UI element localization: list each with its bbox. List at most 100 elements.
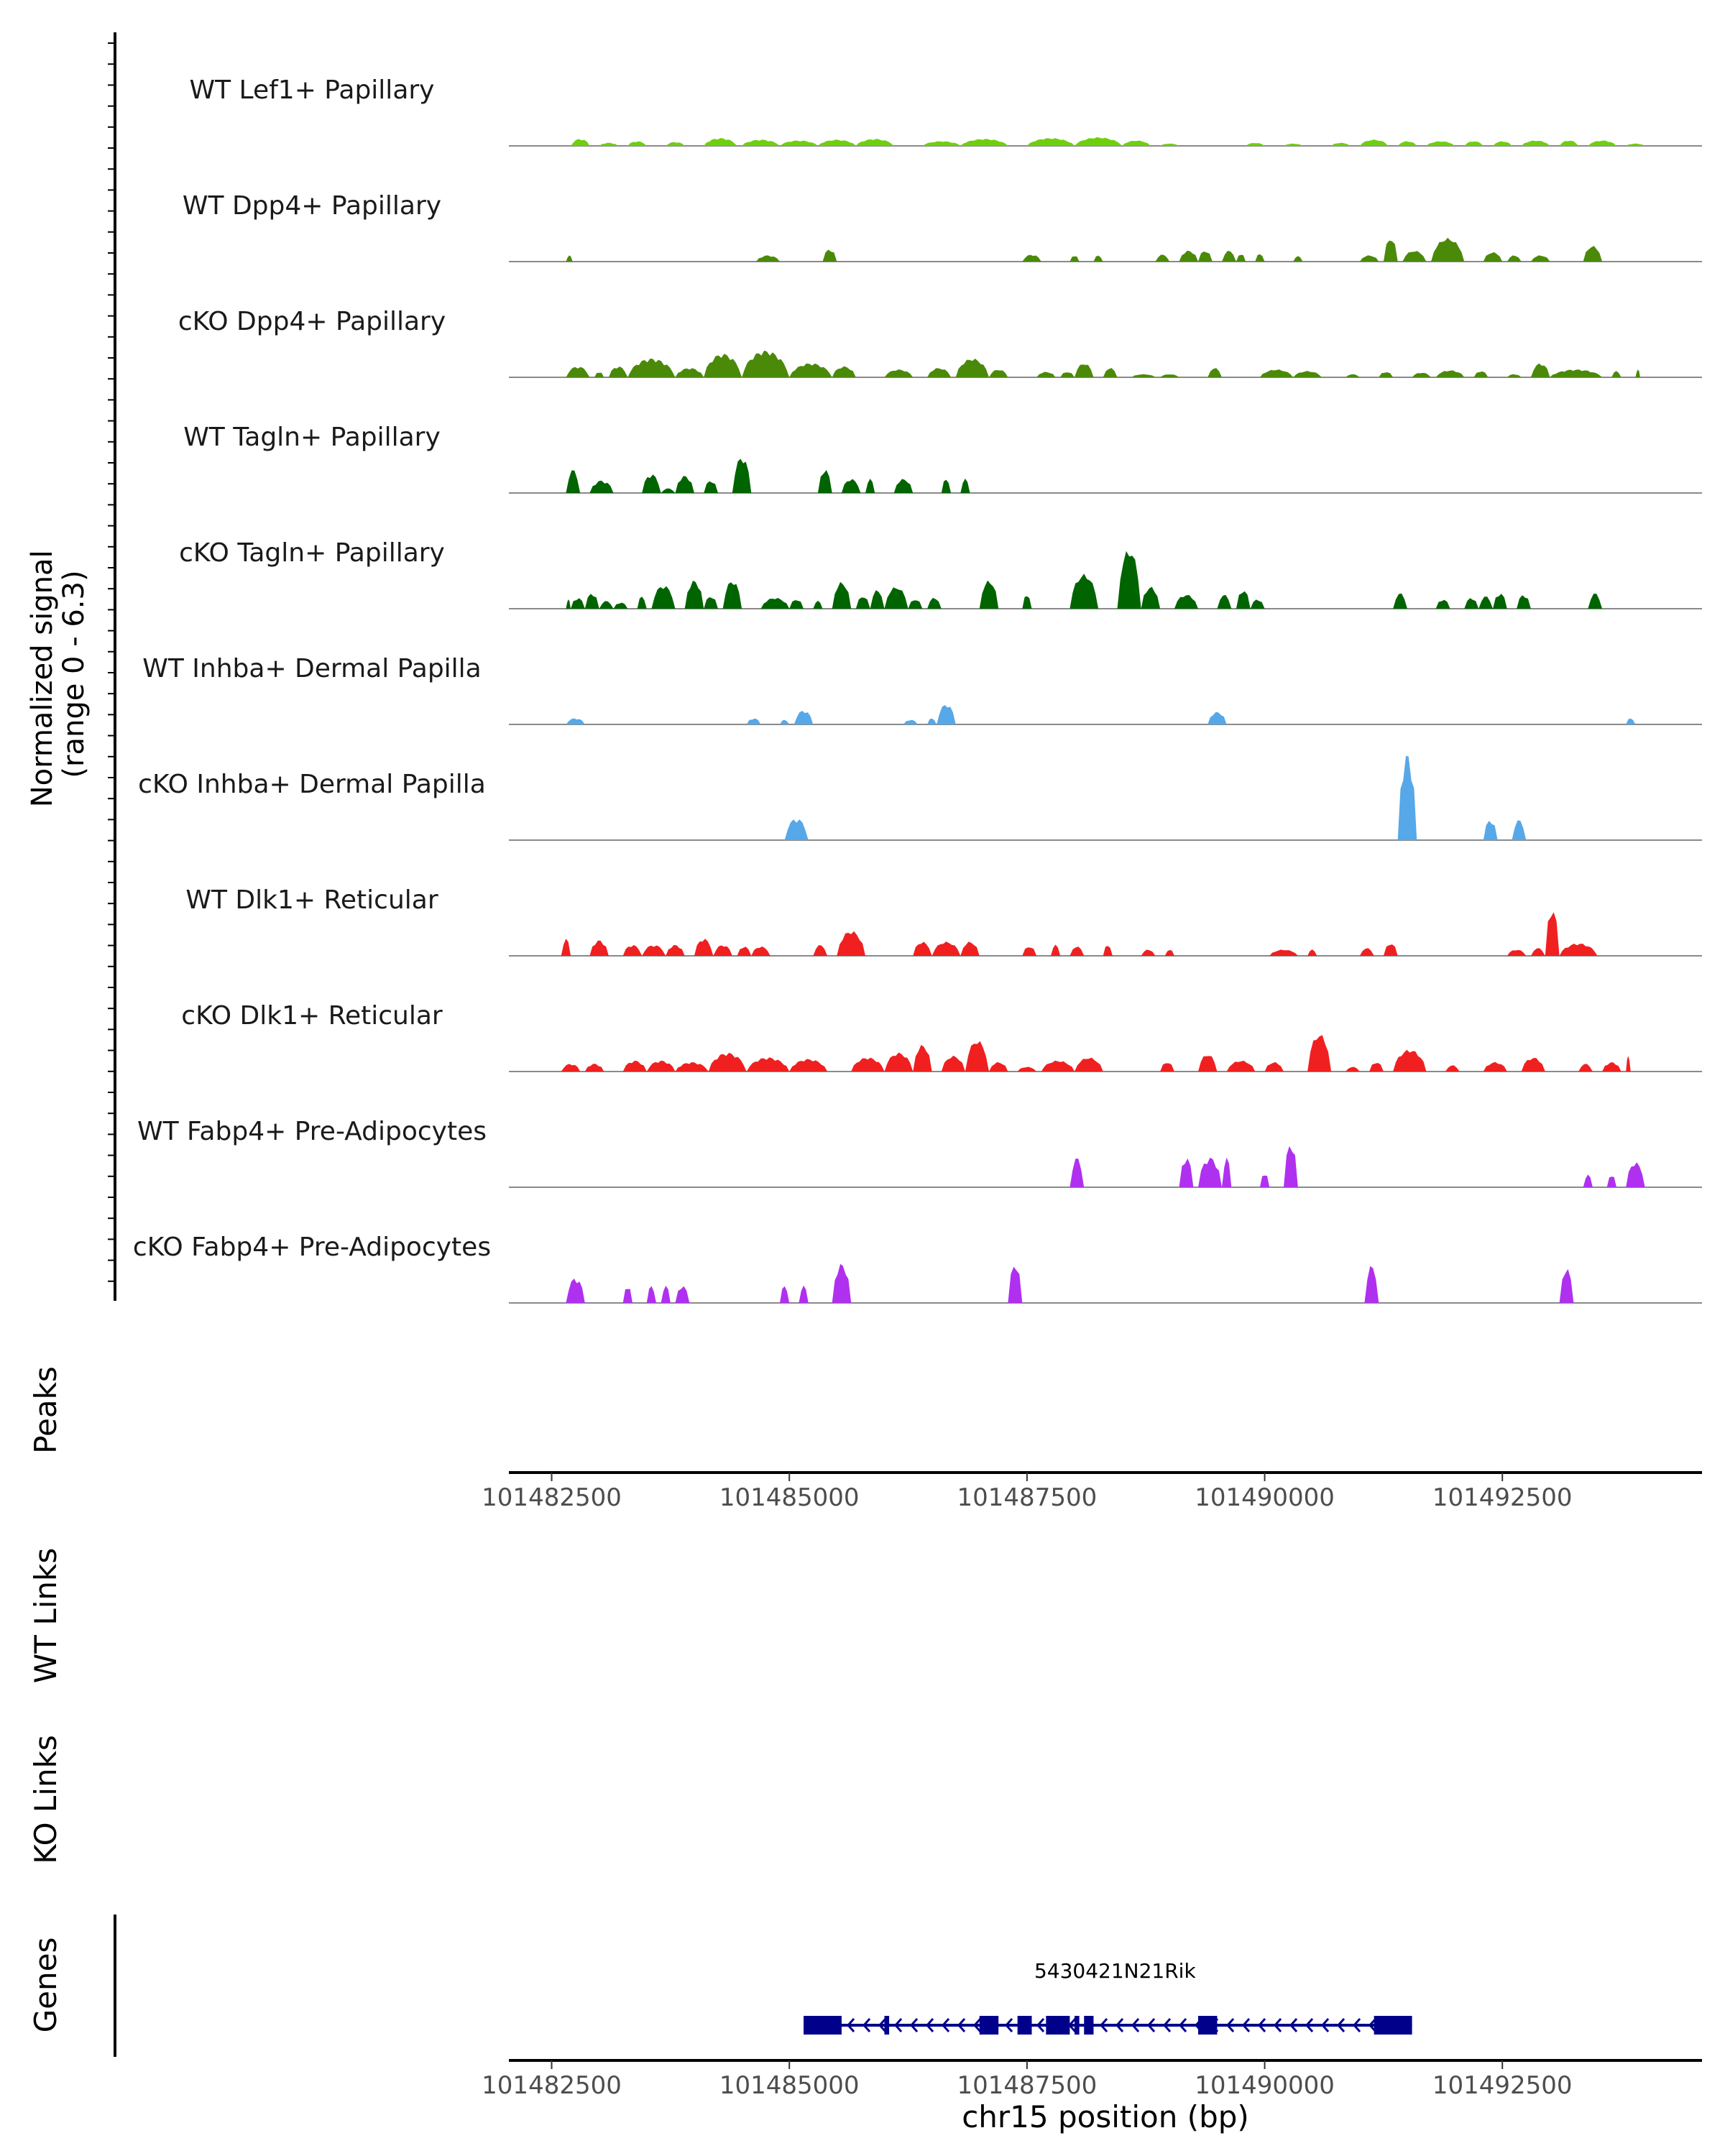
signal-peak <box>584 594 599 609</box>
signal-peak <box>1369 1063 1384 1072</box>
x-tick-label: 101490000 <box>1195 2071 1335 2100</box>
signal-peak <box>1611 371 1622 377</box>
signal-peak <box>1626 1162 1645 1187</box>
signal-peak <box>1246 143 1265 146</box>
signal-peak <box>594 372 604 377</box>
signal-peak <box>589 480 614 493</box>
track-label: WT Dpp4+ Papillary <box>183 191 441 221</box>
signal-peak <box>1208 711 1227 724</box>
signal-peak <box>704 354 742 377</box>
track-label: WT Tagln+ Papillary <box>183 423 441 452</box>
gene-exon <box>1017 2016 1032 2035</box>
track-label: cKO Tagln+ Papillary <box>179 538 445 568</box>
signal-peak <box>813 600 823 609</box>
signal-peak <box>561 1064 581 1072</box>
signal-peak <box>1179 1158 1194 1187</box>
signal-peak <box>1478 596 1493 609</box>
strand-arrow <box>878 2018 887 2032</box>
signal-peak <box>813 945 828 956</box>
signal-peak <box>1521 1058 1545 1072</box>
signal-peak <box>1473 371 1489 377</box>
signal-peak <box>1259 369 1294 377</box>
track-cko-dpp4-papillary: cKO Dpp4+ Papillary <box>178 307 1702 378</box>
signal-peak <box>1412 372 1431 377</box>
x-tick-label: 101482500 <box>482 1483 622 1512</box>
track-cko-inhba-dermal-papilla: cKO Inhba+ Dermal Papilla <box>138 755 1702 841</box>
signal-peak <box>651 586 676 609</box>
signal-peak <box>1174 595 1198 609</box>
signal-peak <box>979 580 999 609</box>
signal-peak <box>661 1286 671 1303</box>
coverage-y-ticks <box>108 42 115 1282</box>
signal-peak <box>1255 254 1265 262</box>
strand-arrow <box>1258 2018 1266 2032</box>
track-label: WT Lef1+ Papillary <box>190 75 435 105</box>
signal-peak <box>1379 372 1394 377</box>
signal-peak <box>722 582 742 609</box>
strand-arrow <box>1005 2018 1013 2032</box>
signal-peak <box>832 1263 852 1303</box>
signal-peak <box>1269 949 1298 956</box>
signal-peak <box>1017 1067 1037 1072</box>
signal-peak <box>1160 374 1179 377</box>
signal-peak <box>1397 141 1417 146</box>
signal-peak <box>1626 1056 1631 1072</box>
strand-arrow <box>926 2018 934 2032</box>
strand-arrow <box>1036 2018 1045 2032</box>
signal-peak <box>837 931 865 956</box>
gene-exon <box>804 2016 842 2035</box>
x-tick-label: 101490000 <box>1195 1483 1335 1512</box>
strand-arrow <box>1163 2018 1172 2032</box>
signal-peak <box>1208 368 1222 377</box>
signal-peak <box>1483 821 1498 840</box>
signal-peak <box>780 140 818 146</box>
signal-peak <box>1284 143 1303 146</box>
signal-peak <box>927 368 952 377</box>
signal-peak <box>1583 246 1603 262</box>
signal-peak <box>865 479 875 493</box>
signal-peak <box>1264 1061 1284 1072</box>
gene-exon <box>1084 2016 1094 2035</box>
signal-peak <box>789 1059 828 1072</box>
signal-peak <box>627 141 647 146</box>
signal-peak <box>1259 1175 1270 1187</box>
signal-peak <box>1359 139 1389 146</box>
signal-peak <box>1383 240 1398 262</box>
signal-peak <box>622 1289 632 1303</box>
gene-exon <box>979 2016 999 2035</box>
signal-peak <box>1626 143 1645 146</box>
signal-peak <box>960 941 980 956</box>
signal-peak <box>799 1285 809 1303</box>
signal-peak <box>1075 1057 1103 1072</box>
signal-peak <box>841 479 861 493</box>
genes-track-label: Genes <box>28 1938 63 2033</box>
gene-exon <box>1197 2016 1218 2035</box>
gene-exon <box>884 2016 890 2035</box>
strand-arrow <box>1242 2018 1251 2032</box>
signal-peak <box>1393 593 1407 609</box>
signal-peak <box>893 479 914 493</box>
signal-peak <box>1559 944 1598 956</box>
strand-arrow <box>1289 2018 1298 2032</box>
peaks-x-ticks: 101482500 101485000 101487500 101490000 1014… <box>482 1473 1573 1512</box>
gene-exon <box>1046 2016 1070 2035</box>
x-tick-label: 101485000 <box>719 2071 860 2100</box>
strand-arrow <box>910 2018 919 2032</box>
signal-peak <box>642 474 661 493</box>
signal-peak <box>884 587 908 609</box>
signal-peak <box>965 1041 989 1072</box>
signal-peak <box>1179 250 1198 262</box>
signal-peak <box>694 939 714 956</box>
signal-peak <box>675 1061 709 1072</box>
track-wt-fabp4-pre-adipocytes: WT Fabp4+ Pre-Adipocytes <box>137 1117 1702 1188</box>
signal-peak <box>704 481 718 493</box>
signal-peak <box>566 599 571 609</box>
signal-peak <box>1464 142 1484 146</box>
signal-peak <box>789 363 832 377</box>
signal-peak <box>637 596 647 609</box>
signal-peak <box>622 945 643 956</box>
peaks-track-label: Peaks <box>28 1366 63 1454</box>
x-tick-label: 101485000 <box>719 1483 860 1512</box>
signal-peak <box>913 941 932 956</box>
signal-peak <box>622 1060 647 1072</box>
